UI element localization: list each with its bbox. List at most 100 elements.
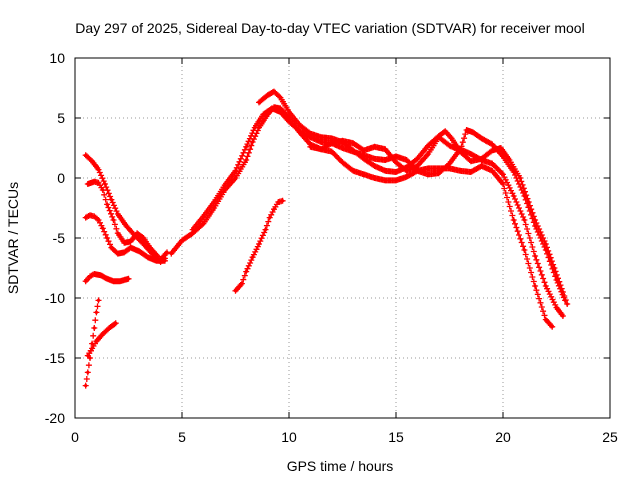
data-point — [405, 158, 409, 162]
data-point — [109, 246, 113, 250]
data-point — [340, 146, 345, 150]
data-point — [111, 279, 116, 283]
data-point — [114, 321, 118, 325]
series-arc-10 — [307, 127, 569, 304]
x-tick-label: 25 — [602, 429, 618, 445]
chart-title: Day 297 of 2025, Sidereal Day-to-day VTE… — [75, 20, 584, 36]
data-point — [533, 224, 537, 228]
data-point — [405, 169, 409, 173]
data-point — [88, 213, 92, 217]
data-point — [84, 384, 88, 388]
data-point — [340, 139, 345, 143]
y-axis-label: SDTVAR / TECUs — [5, 182, 21, 294]
data-point — [244, 270, 248, 274]
axis-ticks: 0 5 10 15 20 25 -20 -15 -10 -5 0 5 10 — [45, 50, 618, 445]
data-point — [319, 147, 323, 151]
data-point — [351, 141, 355, 145]
data-point — [146, 255, 150, 259]
data-point — [544, 318, 548, 322]
data-point — [415, 169, 419, 173]
data-point — [362, 157, 366, 161]
data-point — [141, 236, 146, 240]
data-point — [480, 164, 484, 168]
data-point — [471, 130, 475, 134]
data-point — [518, 176, 522, 180]
data-point — [244, 158, 248, 162]
data-point — [86, 182, 90, 186]
data-point — [458, 169, 462, 173]
data-point — [373, 145, 377, 149]
data-point — [437, 135, 441, 139]
data-point — [116, 231, 120, 235]
data-point — [129, 240, 133, 244]
data-point — [308, 145, 312, 149]
data-point — [105, 277, 109, 281]
data-point — [96, 181, 101, 185]
data-point — [244, 145, 248, 149]
x-tick-label: 5 — [178, 429, 186, 445]
data-point — [426, 144, 430, 148]
data-point — [490, 142, 494, 146]
y-tick-label: 5 — [57, 110, 65, 126]
data-point — [84, 153, 88, 157]
data-point — [458, 148, 462, 152]
data-point — [561, 314, 565, 318]
data-point — [501, 182, 505, 186]
data-point — [490, 162, 494, 166]
data-point — [94, 310, 98, 314]
data-point — [469, 159, 473, 163]
data-point — [522, 194, 527, 198]
data-point — [92, 180, 96, 184]
y-tick-label: 0 — [57, 170, 65, 186]
data-point — [101, 188, 105, 192]
data-point — [512, 170, 516, 174]
data-point — [544, 248, 548, 252]
data-point — [563, 298, 567, 302]
y-tick-label: -20 — [45, 410, 65, 426]
data-point — [257, 100, 261, 104]
data-point — [101, 332, 105, 336]
data-point — [180, 238, 184, 242]
data-point — [383, 158, 387, 162]
data-point — [103, 182, 107, 186]
data-point — [415, 164, 419, 168]
data-point — [122, 250, 126, 254]
y-tick-label: -5 — [53, 230, 66, 246]
data-point — [373, 157, 377, 161]
data-point — [86, 354, 90, 358]
data-point — [287, 110, 291, 114]
data-point — [351, 169, 355, 173]
data-point — [101, 226, 105, 230]
data-point — [263, 228, 268, 232]
x-tick-label: 10 — [281, 429, 297, 445]
data-point — [554, 278, 559, 282]
data-point — [92, 272, 96, 276]
y-tick-label: -10 — [45, 290, 65, 306]
data-point — [223, 183, 227, 187]
data-point — [351, 148, 355, 152]
data-point — [544, 284, 548, 288]
data-point — [287, 120, 291, 124]
data-point — [240, 282, 244, 286]
data-point — [362, 148, 366, 152]
data-point — [261, 112, 265, 116]
data-point — [330, 141, 334, 145]
data-point — [426, 166, 430, 170]
data-point — [330, 150, 334, 154]
series-arc-2 — [84, 178, 170, 263]
data-point — [501, 172, 505, 176]
data-point — [90, 159, 94, 163]
data-point — [257, 242, 261, 246]
data-point — [105, 236, 109, 240]
data-point — [257, 126, 261, 130]
data-point — [233, 176, 238, 180]
data-point — [148, 246, 152, 250]
data-point — [88, 274, 92, 278]
data-point — [298, 123, 302, 127]
data-point — [469, 152, 473, 156]
data-point — [394, 154, 398, 158]
data-point — [163, 259, 167, 263]
data-point — [426, 172, 430, 176]
data-point — [443, 129, 447, 133]
y-tick-label: 10 — [49, 50, 65, 66]
